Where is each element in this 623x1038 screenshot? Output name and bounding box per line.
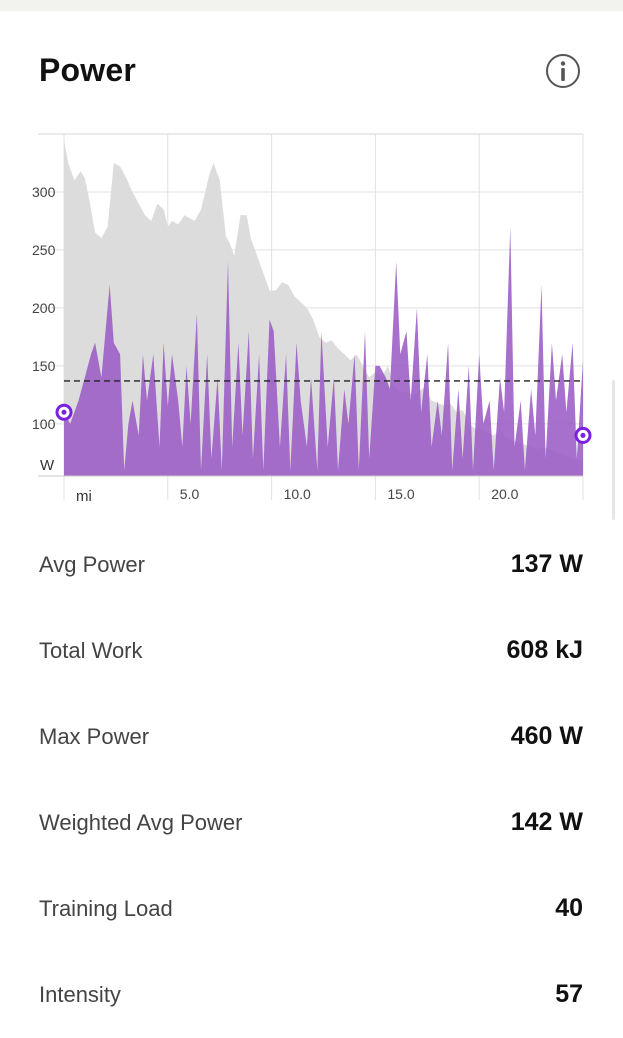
stat-value: 137 W [510,550,583,578]
y-tick-label: 150 [32,358,56,374]
range-handle-dot [580,432,586,438]
x-tick-label: 20.0 [491,486,518,502]
stat-row-intensity: Intensity 57 [0,952,623,1038]
stat-row-avg-power: Avg Power 137 W [0,522,623,608]
x-axis-unit-label: mi [76,488,92,505]
y-tick-label: 250 [32,242,56,258]
stat-label: Weighted Avg Power [39,810,243,835]
y-tick-label: 100 [32,416,56,432]
top-bar [0,0,623,11]
stat-label: Intensity [39,982,121,1007]
y-tick-label: 300 [32,184,56,200]
x-tick-label: 10.0 [284,486,311,502]
x-tick-label: 5.0 [180,486,200,502]
y-tick-label: 200 [32,300,56,316]
power-chart-svg[interactable]: 100 150 200 250 300 W 5.0 10.0 15.0 20.0 mi [0,120,623,520]
stat-value: 608 kJ [506,636,583,664]
stat-label: Max Power [39,724,150,749]
y-axis-unit-label: W [40,457,55,474]
stat-label: Avg Power [39,552,145,577]
stat-label: Total Work [39,638,143,663]
stat-value: 460 W [510,722,583,750]
section-title: Power [39,52,137,88]
range-handle-dot [61,409,67,415]
stat-value: 40 [555,894,583,922]
power-header: Power [0,40,623,104]
power-area [64,226,583,476]
stat-row-max-power: Max Power 460 W [0,694,623,780]
stat-value: 57 [555,980,583,1008]
info-icon[interactable] [546,54,580,88]
stat-label: Training Load [39,896,173,921]
stat-row-weighted-avg-power: Weighted Avg Power 142 W [0,780,623,866]
scroll-indicator[interactable] [612,380,615,520]
power-chart[interactable]: 100 150 200 250 300 W 5.0 10.0 15.0 20.0 mi [0,120,623,520]
stat-row-training-load: Training Load 40 [0,866,623,952]
stat-value: 142 W [510,808,583,836]
stat-row-total-work: Total Work 608 kJ [0,608,623,694]
x-tick-label: 15.0 [387,486,414,502]
